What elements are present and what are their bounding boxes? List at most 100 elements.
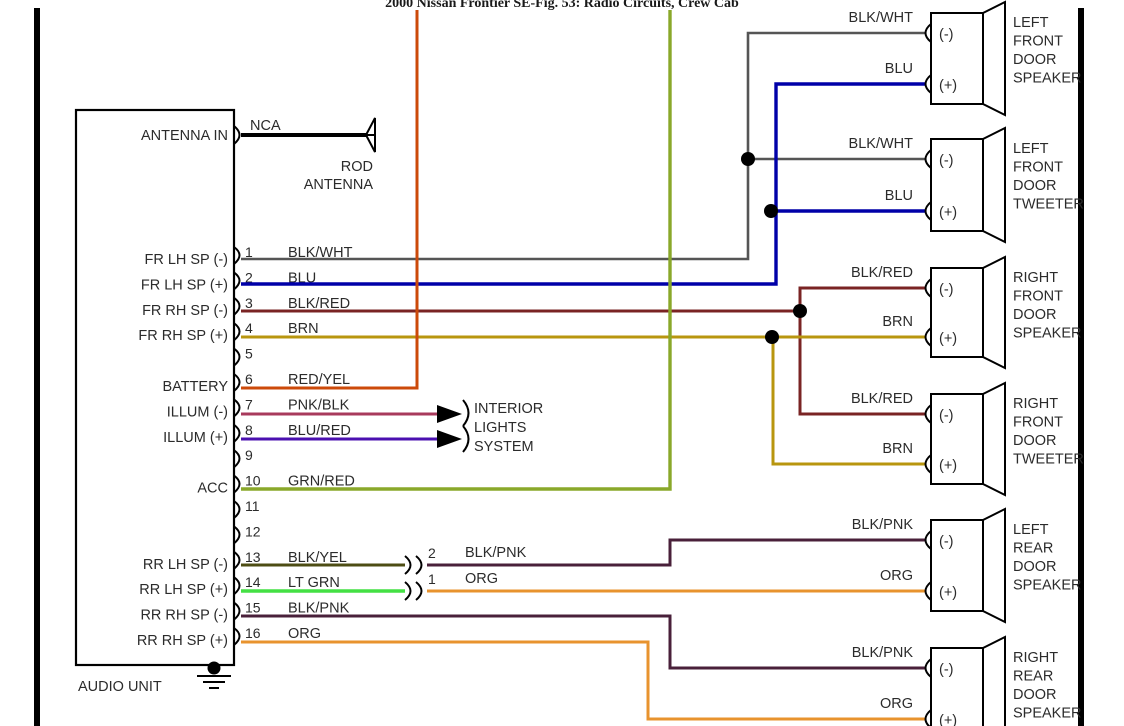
pin-number-14: 14	[245, 574, 261, 590]
speaker-negative-wire-label: BLK/PNK	[852, 645, 914, 661]
speaker-terminal-positive	[924, 74, 932, 94]
speaker-cone-icon	[982, 255, 1006, 370]
audio-unit-pin-brackets	[233, 246, 241, 646]
audio-unit-box	[74, 108, 236, 667]
speaker-terminal-negative	[924, 278, 932, 298]
speaker-terminal-negative	[924, 149, 932, 169]
speaker-name-line: SPEAKER	[1013, 326, 1082, 342]
pin-bracket-5	[233, 347, 241, 367]
arrow-head-icon	[437, 405, 462, 423]
wire-blk-pnk-rear-left	[427, 538, 926, 567]
wire-junction-dots	[741, 152, 807, 344]
speaker-name-line: TWEETER	[1013, 452, 1084, 468]
wire-name-14: LT GRN	[288, 575, 340, 591]
speaker-terminal-negative	[924, 658, 932, 678]
speaker-positive-label: (+)	[939, 78, 957, 94]
left-front-door-tweeter: (-) (+) BLK/WHT BLU LEFT FRONT DOOR TWEETER	[849, 126, 1084, 244]
speaker-name-line: LEFT	[1013, 141, 1049, 157]
pin-function-13: RR LH SP (-)	[143, 557, 228, 573]
speaker-positive-wire-label: ORG	[880, 568, 913, 584]
pin-number-3: 3	[245, 295, 253, 311]
speaker-negative-label: (-)	[939, 282, 954, 298]
junction-dot-blu	[764, 204, 778, 218]
speaker-terminal-positive	[924, 709, 932, 726]
speaker-positive-label: (+)	[939, 205, 957, 221]
pin-number-2: 2	[245, 269, 253, 285]
antenna-wire-label: NCA	[250, 118, 281, 134]
speaker-cone-icon	[982, 381, 1006, 497]
pin-number-6: 6	[245, 371, 253, 387]
pin-bracket-4	[233, 322, 241, 341]
pin-function-10: ACC	[197, 481, 228, 497]
pin-bracket-8	[233, 423, 241, 443]
speaker-cone-icon	[982, 126, 1006, 244]
wire-blk-pnk-rear-right	[241, 614, 926, 670]
inline-wire-label-org: ORG	[465, 571, 498, 587]
rod-antenna-label-line1: ROD	[341, 159, 373, 175]
inline-connector-pin-2: 2	[428, 545, 436, 561]
pin-function-2: FR LH SP (+)	[141, 277, 228, 293]
rod-antenna-label-line2: ANTENNA	[304, 177, 374, 193]
pin-function-14: RR LH SP (+)	[139, 582, 228, 598]
wire-blk-wht-trunk	[241, 31, 926, 261]
wire-name-6: RED/YEL	[288, 372, 350, 388]
pin-function-1: FR LH SP (-)	[144, 252, 228, 268]
speaker-negative-label: (-)	[939, 662, 954, 678]
pin-number-16: 16	[245, 625, 261, 641]
diagram-frame	[34, 8, 1084, 726]
speaker-body	[930, 267, 984, 358]
rod-antenna-icon	[364, 117, 376, 153]
pin-bracket-7	[233, 398, 241, 418]
junction-dot-blk-wht	[741, 152, 755, 166]
right-rear-door-speaker: (-) (+) BLK/PNK ORG RIGHT REAR DOOR SPEAKER	[852, 635, 1082, 726]
speaker-terminal-negative	[924, 23, 932, 43]
pin-bracket-16	[233, 627, 241, 646]
speaker-terminal-negative	[924, 404, 932, 424]
pin-number-1: 1	[245, 244, 253, 260]
pin-number-11: 11	[245, 498, 260, 514]
inline-wire-label-blk-pnk: BLK/PNK	[465, 545, 527, 561]
pin-bracket-3	[233, 296, 241, 316]
wire-name-15: BLK/PNK	[288, 601, 350, 617]
pin-bracket-11	[233, 500, 241, 519]
antenna-in-label: ANTENNA IN	[141, 128, 228, 144]
speaker-name-line: LEFT	[1013, 15, 1049, 31]
wire-name-4: BRN	[288, 321, 319, 337]
interior-lights-line1: INTERIOR	[474, 401, 543, 417]
speaker-name-line: TWEETER	[1013, 197, 1084, 213]
pin-number-12: 12	[245, 523, 261, 539]
speaker-name-line: DOOR	[1013, 559, 1057, 575]
junction-dot-brn	[765, 330, 779, 344]
pin-number-4: 4	[245, 320, 253, 336]
pin-function-15: RR RH SP (-)	[140, 608, 228, 624]
wire-runs	[241, 10, 926, 721]
ground-symbol	[197, 661, 231, 689]
wire-name-7: PNK/BLK	[288, 397, 350, 413]
left-rear-door-speaker: (-) (+) BLK/PNK ORG LEFT REAR DOOR SPEAKER	[852, 507, 1082, 624]
audio-unit-wire-labels: BLK/WHTBLUBLK/REDBRNRED/YELPNK/BLKBLU/RE…	[288, 245, 355, 642]
speaker-negative-label: (-)	[939, 534, 954, 550]
pin-bracket-9	[233, 449, 241, 468]
speaker-positive-label: (+)	[939, 331, 957, 347]
speaker-positive-label: (+)	[939, 713, 957, 726]
pin-number-5: 5	[245, 346, 253, 362]
inline-connector-pin-1: 1	[428, 571, 436, 587]
speaker-name-line: FRONT	[1013, 160, 1063, 176]
wire-name-8: BLU/RED	[288, 423, 351, 439]
arrow-head-icon	[437, 430, 462, 448]
speaker-terminal-positive	[924, 454, 932, 474]
pin-number-9: 9	[245, 447, 253, 463]
pin-bracket-6	[233, 373, 241, 392]
speaker-name-line: SPEAKER	[1013, 71, 1082, 87]
pin-function-3: FR RH SP (-)	[142, 303, 228, 319]
right-front-door-speaker: (-) (+) BLK/RED BRN RIGHT FRONT DOOR SPEAKER	[851, 255, 1082, 370]
wire-blk-red-branch-tweeter	[798, 311, 926, 416]
speaker-name-line: DOOR	[1013, 433, 1057, 449]
wire-name-16: ORG	[288, 626, 321, 642]
wire-blk-red-trunk	[241, 286, 926, 313]
speaker-negative-wire-label: BLK/PNK	[852, 517, 914, 533]
pin-bracket-14	[233, 576, 241, 595]
interior-lights-line2: LIGHTS	[474, 420, 526, 436]
speaker-positive-wire-label: BRN	[882, 441, 913, 457]
